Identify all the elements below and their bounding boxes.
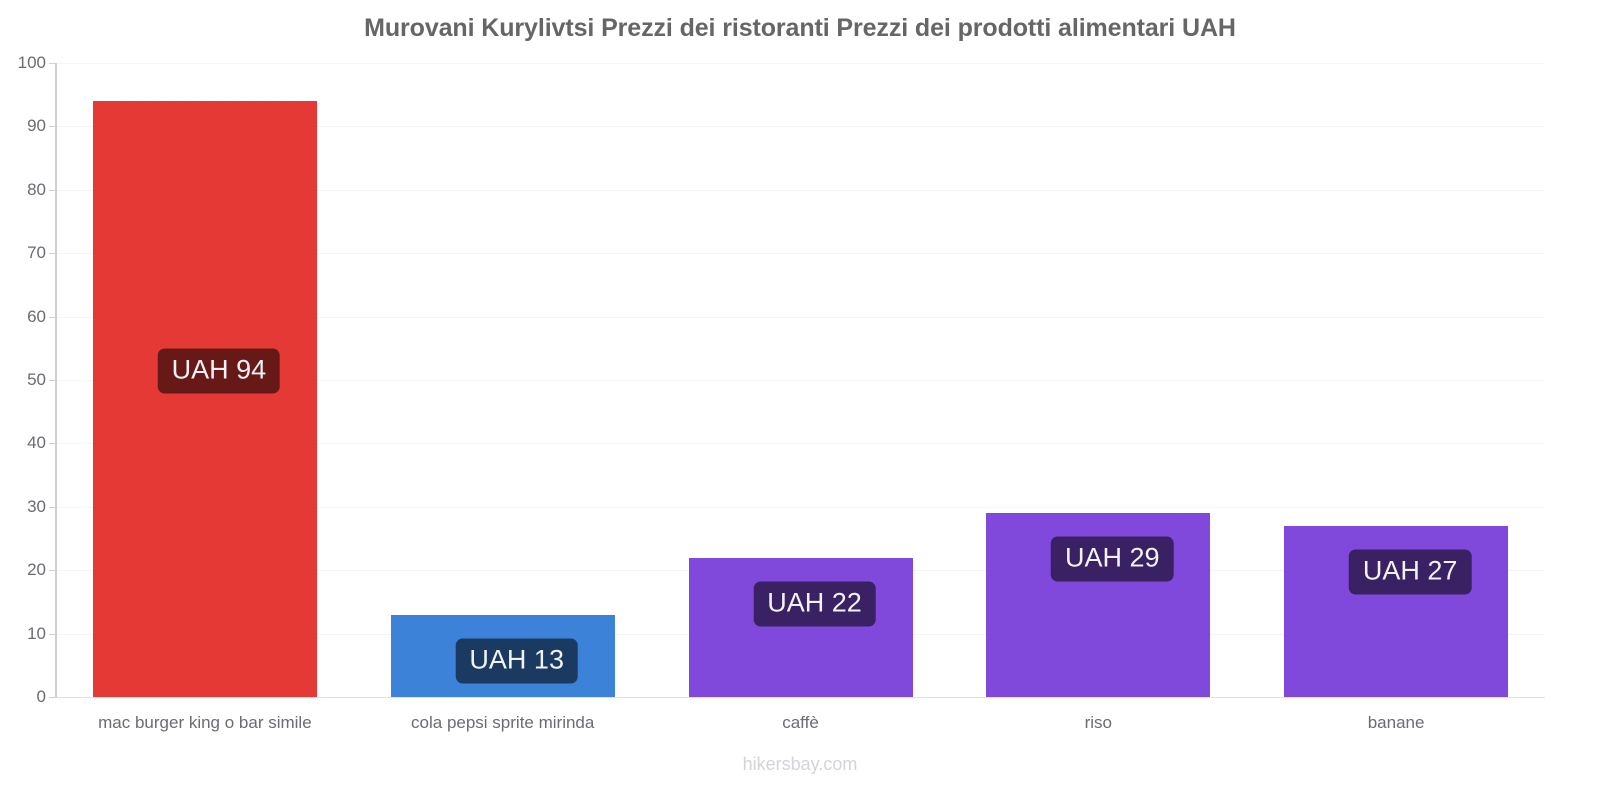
- y-axis-tick: [49, 126, 56, 128]
- bar-value-label: UAH 13: [455, 638, 578, 684]
- gridline: [56, 443, 1545, 445]
- y-axis-tick: [49, 189, 56, 191]
- x-axis-tick-label: riso: [1084, 713, 1112, 732]
- footer-watermark: hikersbay.com: [742, 754, 858, 774]
- y-axis-tick: [49, 443, 56, 445]
- y-axis-tick: [49, 506, 56, 508]
- y-axis-tick-label: 20: [27, 560, 46, 580]
- y-axis-tick-label: 100: [17, 53, 46, 72]
- y-axis-tick-label: 70: [27, 243, 46, 263]
- y-axis-tick: [49, 697, 56, 698]
- bar-value-label: UAH 29: [1051, 536, 1174, 582]
- gridline: [56, 253, 1545, 255]
- bar-value-label: UAH 27: [1348, 549, 1472, 595]
- y-axis-tick-label: 0: [36, 687, 46, 706]
- gridline: [56, 506, 1545, 508]
- chart-title: Murovani Kurylivtsi Prezzi dei ristorant…: [364, 14, 1236, 42]
- x-axis-tick-label: cola pepsi sprite mirinda: [411, 713, 595, 732]
- gridline: [56, 63, 1545, 64]
- plot-area: UAH 94 UAH 13 UAH 22 UAH 29 UAH 27: [56, 63, 1545, 698]
- gridline: [56, 316, 1545, 318]
- bar-value-label: UAH 94: [157, 348, 281, 394]
- y-axis-tick: [49, 63, 56, 64]
- y-axis-tick: [49, 253, 56, 255]
- x-axis-tick-label: banane: [1367, 713, 1425, 732]
- x-axis-tick-label: caffè: [782, 713, 819, 732]
- gridline: [56, 697, 1545, 698]
- y-axis-tick-label: 80: [27, 179, 46, 199]
- y-axis-tick-label: 40: [27, 433, 46, 453]
- y-axis-tick: [49, 380, 56, 381]
- y-axis-tick: [49, 316, 56, 318]
- y-axis-tick-label: 50: [27, 370, 46, 389]
- y-axis-tick-label: 10: [27, 623, 46, 643]
- bar[interactable]: [688, 557, 913, 697]
- y-axis-tick-label: 30: [27, 496, 46, 516]
- gridline: [56, 126, 1545, 128]
- bar[interactable]: [92, 101, 317, 697]
- gridline: [56, 189, 1545, 191]
- x-axis-tick-label: mac burger king o bar simile: [98, 713, 312, 732]
- bar-value-label: UAH 22: [753, 581, 876, 627]
- y-axis-line: [55, 63, 57, 698]
- y-axis-tick-label: 60: [27, 306, 46, 326]
- y-axis-tick: [49, 633, 56, 635]
- y-axis-tick-label: 90: [27, 116, 46, 136]
- y-axis-tick: [49, 570, 56, 572]
- gridline: [56, 380, 1545, 381]
